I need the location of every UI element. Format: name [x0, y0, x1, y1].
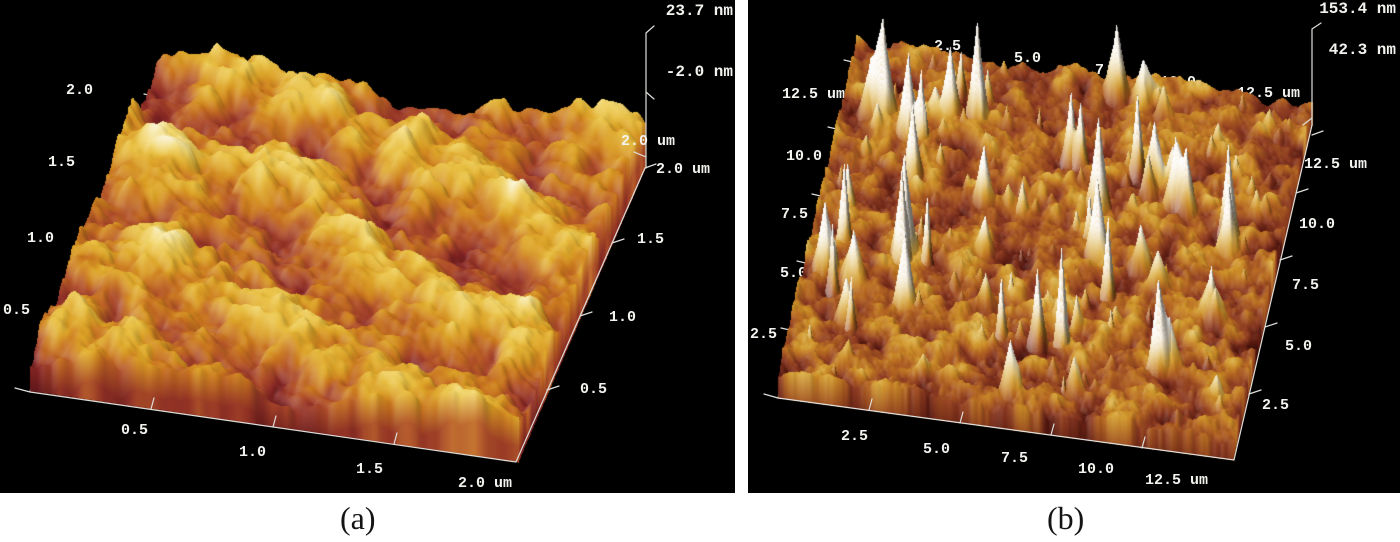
afm-panel-b: 12.5 um 10.0 7.5 5.0 2.5 2.5 5.0 7.5 10.…: [748, 0, 1400, 493]
a-right-axis-ticks: [546, 163, 657, 391]
a-axes-front: [14, 25, 657, 463]
b-right-axis-end-label: 12.5 um: [1304, 156, 1368, 173]
a-right-tick-label: 1.5: [637, 231, 665, 248]
b-zscale-bracket: [1302, 22, 1322, 126]
a-bottom-tick-label: 1.5: [356, 461, 384, 478]
b-right-axis-ticks: [1248, 130, 1324, 395]
b-zrange-label: 42.3 nm: [1328, 41, 1396, 59]
b-bottom-tick-label: 10.0: [1078, 461, 1115, 478]
b-zmax-label: 153.4 nm: [1319, 0, 1396, 18]
a-front-axes-line: [29, 167, 646, 463]
b-bottom-tick-label: 2.5: [841, 428, 869, 445]
afm-surface-canvas-a: [0, 0, 735, 493]
b-bottom-tick-label: 7.5: [1001, 450, 1029, 467]
afm-surface-canvas-b: [748, 0, 1400, 493]
b-right-tick-label: 2.5: [1262, 397, 1290, 414]
b-bottom-axis-end-label: 12.5 um: [1145, 472, 1209, 489]
b-right-tick-label: 7.5: [1292, 277, 1320, 294]
subfigure-caption-b: (b): [1047, 500, 1085, 536]
b-bottom-tick-label: 5.0: [923, 441, 951, 458]
a-right-axis-end-label: 2.0 um: [656, 161, 711, 178]
a-zscale-bracket: [633, 25, 655, 169]
a-zrange-label: -2.0 nm: [665, 63, 733, 81]
a-top-axis-end-label: 2.0 um: [621, 133, 676, 150]
b-right-tick-label: 5.0: [1285, 338, 1313, 355]
a-zmax-label: 23.7 nm: [665, 2, 733, 20]
a-bottom-axis-ticks: [14, 387, 398, 445]
b-axes-front: [763, 22, 1324, 461]
a-bottom-tick-label: 1.0: [239, 444, 267, 461]
b-bottom-axis-ticks: [763, 393, 1146, 449]
b-front-axes-line: [777, 124, 1313, 461]
a-right-tick-label: 0.5: [580, 381, 608, 398]
b-right-tick-label: 10.0: [1299, 216, 1336, 233]
a-bottom-tick-label: 0.5: [121, 422, 149, 439]
a-right-tick-label: 1.0: [609, 309, 637, 326]
subfigure-caption-a: (a): [340, 500, 376, 536]
a-bottom-axis-end-label: 2.0 um: [458, 475, 513, 492]
afm-panel-a: 2.0 1.5 1.0 0.5 23.7 nm -2.0 nm 2.0 um 2…: [0, 0, 735, 493]
